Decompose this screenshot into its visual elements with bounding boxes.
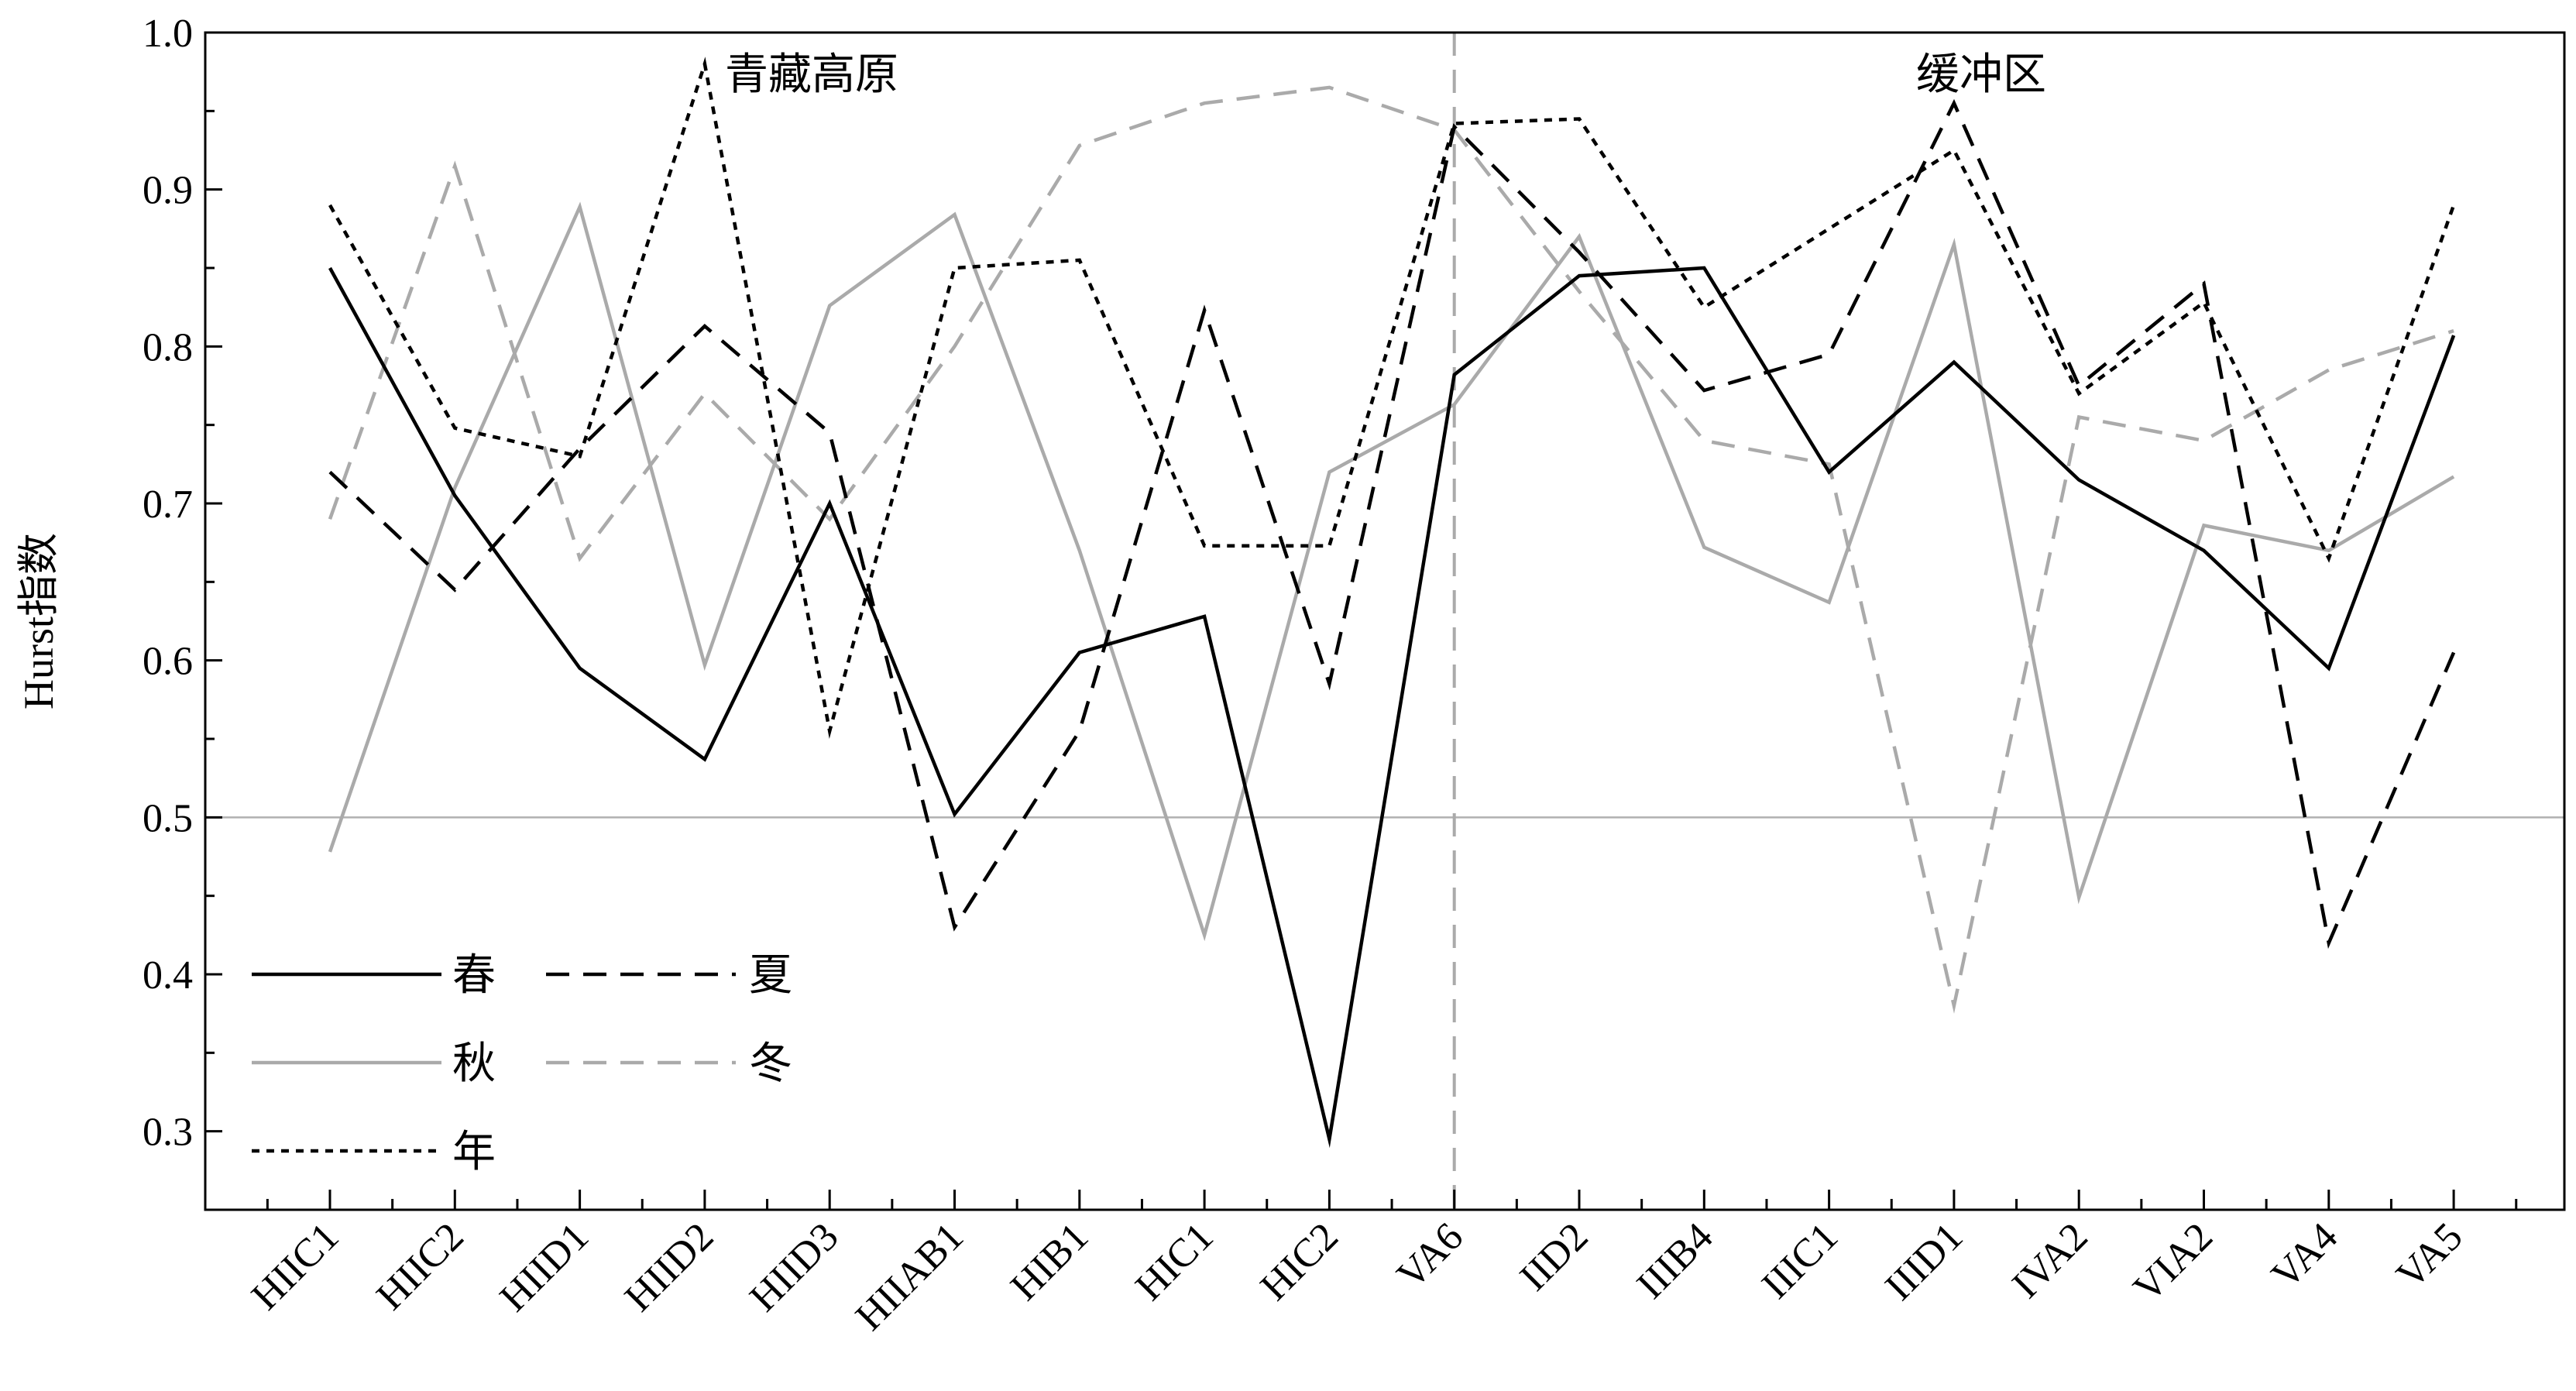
series-line-2 — [328, 201, 2455, 942]
region-label-plateau: 青藏高原 — [725, 51, 898, 99]
x-tick-label: VIA2 — [2125, 1214, 2221, 1310]
y-tick-label: 0.6 — [143, 640, 193, 684]
plot-frame — [204, 31, 2566, 1211]
x-tick-label: HIIAB1 — [847, 1214, 972, 1339]
y-tick-label: 1.0 — [143, 12, 193, 56]
x-tick-label: HIC1 — [1128, 1214, 1222, 1309]
series-line-4 — [328, 57, 2456, 740]
y-tick-label: 0.7 — [143, 483, 193, 527]
y-tick-label: 0.9 — [143, 169, 193, 213]
x-tick-label: IID2 — [1512, 1214, 1597, 1300]
legend-label-3: 冬 — [749, 1040, 792, 1088]
x-tick-label: IVA2 — [2004, 1214, 2096, 1307]
x-tick-label: HIC2 — [1252, 1214, 1347, 1309]
legend-label-0: 春 — [452, 952, 496, 1000]
x-tick-label: HIIC1 — [243, 1214, 347, 1318]
x-tick-label: HIB1 — [1002, 1214, 1097, 1309]
x-tick-label: VA4 — [2263, 1214, 2346, 1297]
x-tick-label: IIIB4 — [1629, 1214, 1722, 1307]
region-label-buffer: 缓冲区 — [1916, 51, 2046, 99]
y-tick-label: 0.3 — [143, 1111, 193, 1155]
y-tick-label: 0.5 — [143, 796, 193, 840]
series-line-1 — [328, 98, 2456, 950]
legend-label-1: 夏 — [749, 952, 792, 1000]
legend: 春 夏秋 冬年 — [252, 952, 792, 1176]
x-tick-label: VA6 — [1389, 1214, 1472, 1297]
x-tick-label: HIID1 — [492, 1214, 597, 1320]
x-tick-label: HIID2 — [617, 1214, 722, 1320]
x-tick-label: IIID1 — [1877, 1214, 1971, 1309]
y-tick-label: 0.4 — [143, 953, 193, 998]
x-tick-label: HIID3 — [741, 1214, 847, 1320]
series-line-3 — [328, 85, 2454, 1014]
series-line-0 — [328, 266, 2456, 1149]
x-tick-label: HIIC2 — [369, 1214, 472, 1318]
y-tick-label: 0.8 — [143, 325, 193, 369]
legend-label-2: 秋 — [452, 1040, 496, 1088]
legend-label-4: 年 — [452, 1128, 496, 1176]
x-tick-label: VA5 — [2389, 1214, 2471, 1297]
x-tick-label: IIIC1 — [1753, 1214, 1846, 1307]
y-axis-title: Hurst指数 — [15, 533, 62, 709]
